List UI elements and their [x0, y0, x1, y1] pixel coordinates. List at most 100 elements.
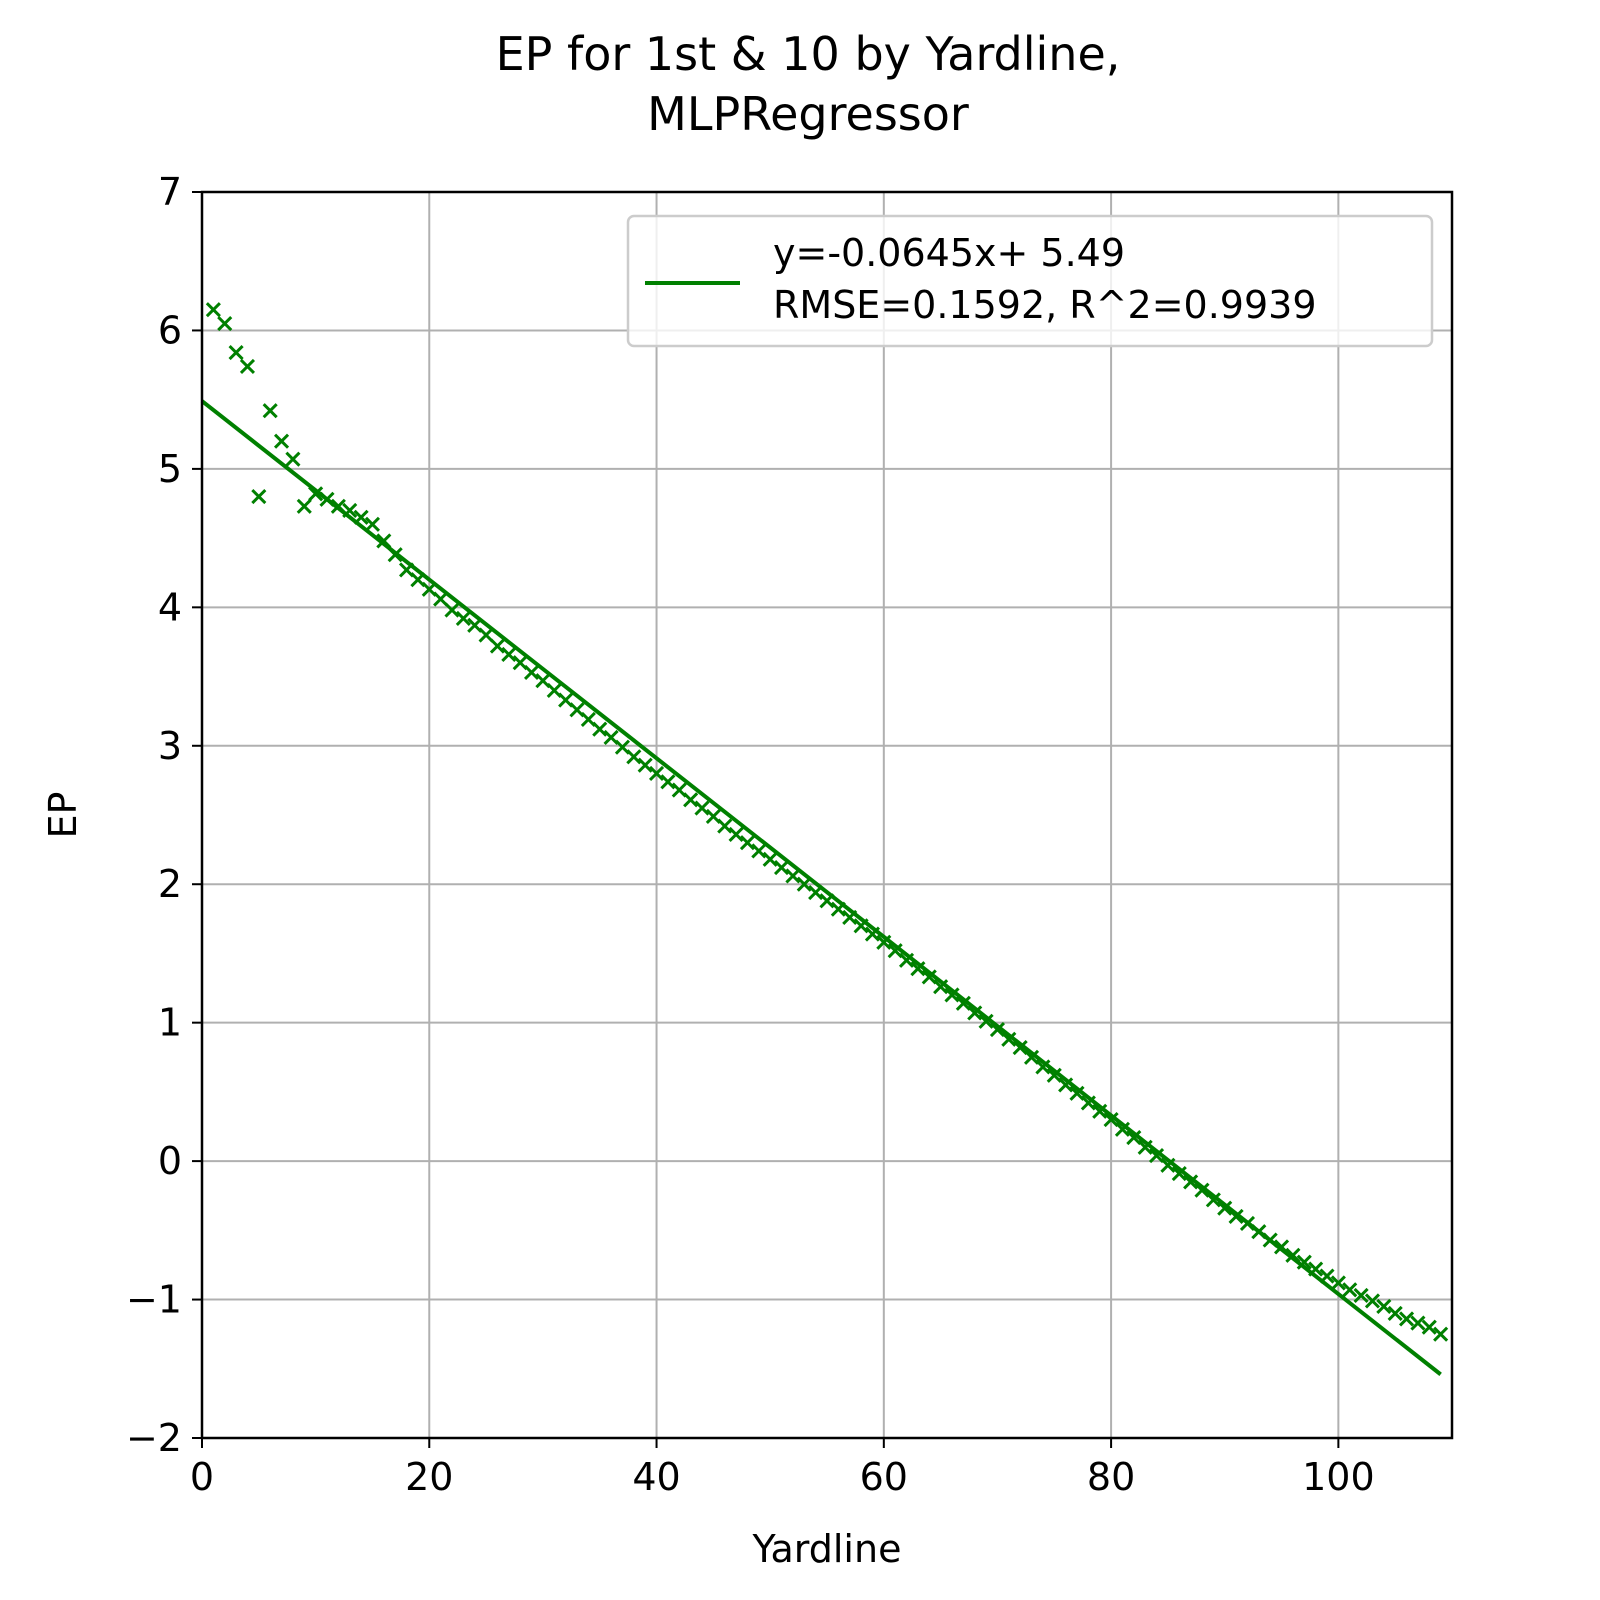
scatter-point	[717, 818, 733, 834]
scatter-point	[1217, 1200, 1233, 1216]
scatter-point	[933, 979, 949, 995]
y-axis-label: EP	[41, 792, 85, 839]
scatter-point	[1342, 1282, 1358, 1298]
scatter-point	[1319, 1268, 1335, 1284]
scatter-point	[967, 1005, 983, 1021]
scatter-point	[1001, 1031, 1017, 1047]
scatter-point	[648, 765, 665, 782]
scatter-point	[808, 884, 824, 901]
scatter-point	[364, 516, 381, 532]
scatter-point	[308, 486, 324, 502]
y-tick-label: 0	[158, 1139, 182, 1183]
x-tick-label: 60	[860, 1455, 908, 1499]
scatter-point	[728, 826, 744, 842]
legend: y=-0.0645x+ 5.49 RMSE=0.1592, R^2=0.9939	[626, 214, 1434, 348]
y-tick-label: −1	[126, 1278, 182, 1322]
scatter-point	[228, 345, 244, 361]
legend-label-line-2: RMSE=0.1592, R^2=0.9939	[773, 283, 1317, 327]
scatter-point	[205, 302, 221, 318]
scatter-point	[523, 664, 540, 680]
x-axis-label: Yardline	[752, 1527, 902, 1571]
scatter-point	[1330, 1275, 1346, 1291]
scatter-point	[739, 835, 756, 851]
y-tick-label: 1	[158, 1001, 182, 1045]
scatter-point	[217, 315, 233, 332]
scatter-point	[285, 451, 301, 467]
scatter-point	[898, 952, 915, 968]
scatter-point	[1398, 1311, 1415, 1327]
scatter-point	[478, 627, 494, 643]
scatter-point	[1387, 1305, 1403, 1321]
x-tick-label: 40	[632, 1455, 680, 1499]
y-axis-ticks: −2 −1 0 1 2 3 4 5 6 7	[126, 170, 202, 1460]
scatter-point	[1262, 1232, 1278, 1248]
scatter-point	[944, 987, 960, 1003]
plot-area-frame	[200, 190, 1454, 1440]
scatter-point	[864, 926, 881, 942]
x-tick-label: 80	[1087, 1455, 1135, 1499]
scatter-point	[1421, 1319, 1437, 1335]
chart-title-line-1: EP for 1st & 10 by Yardline,	[496, 27, 1121, 81]
scatter-point	[433, 591, 449, 607]
scatter-point	[1080, 1095, 1096, 1111]
scatter-point	[330, 498, 346, 514]
scatter-point	[1058, 1077, 1074, 1093]
x-tick-label: 100	[1302, 1455, 1375, 1499]
scatter-point	[1308, 1261, 1324, 1277]
scatter-point	[239, 358, 256, 375]
scatter-point	[842, 909, 858, 926]
scatter-point	[592, 721, 608, 737]
scatter-point	[1364, 1293, 1381, 1309]
scatter-point	[376, 533, 392, 549]
x-tick-label: 20	[405, 1455, 453, 1499]
legend-label-line-1: y=-0.0645x+ 5.49	[773, 231, 1125, 275]
scatter-point	[319, 491, 335, 507]
scatter-point	[773, 860, 790, 876]
scatter-point	[796, 876, 812, 892]
legend-box	[626, 214, 1434, 348]
scatter-point	[1160, 1157, 1176, 1173]
scatter-point	[251, 489, 267, 505]
scatter-point	[342, 502, 358, 518]
scatter-point	[1092, 1103, 1108, 1119]
scatter-point	[489, 638, 506, 654]
scatter-point	[660, 774, 676, 790]
scatter-point	[1353, 1287, 1369, 1303]
scatter-point	[1137, 1139, 1153, 1155]
scatter-point	[501, 646, 517, 662]
y-tick-label: −2	[126, 1416, 182, 1460]
scatter-point	[455, 610, 471, 626]
scatter-point	[1228, 1208, 1244, 1225]
scatter-point	[785, 868, 801, 884]
scatter-point	[273, 433, 290, 449]
scatter-point	[694, 800, 710, 816]
scatter-point	[1285, 1247, 1301, 1263]
scatter-points	[205, 302, 1449, 1342]
scatter-point	[978, 1013, 994, 1029]
scatter-point	[762, 851, 778, 867]
scatter-point	[1296, 1254, 1312, 1270]
scatter-point	[683, 792, 699, 808]
scatter-point	[1114, 1121, 1131, 1137]
scatter-point	[1035, 1059, 1051, 1075]
x-tick-label: 0	[190, 1455, 214, 1499]
y-tick-label: 6	[158, 308, 182, 352]
y-tick-label: 3	[158, 724, 182, 768]
scatter-point	[830, 901, 846, 917]
scatter-point	[1251, 1224, 1267, 1240]
scatter-point	[637, 757, 653, 773]
y-tick-label: 4	[158, 585, 182, 629]
scatter-point	[910, 961, 926, 977]
scatter-point	[296, 498, 312, 514]
scatter-point	[1273, 1239, 1290, 1255]
scatter-point	[819, 893, 835, 909]
y-tick-label: 2	[158, 862, 182, 906]
chart-title-line-2: MLPRegressor	[647, 87, 969, 141]
y-tick-label: 7	[158, 170, 182, 214]
scatter-point	[751, 843, 767, 859]
chart-title: EP for 1st & 10 by Yardline, MLPRegresso…	[496, 27, 1121, 141]
scatter-point	[853, 918, 869, 934]
scatter-point	[1376, 1298, 1392, 1315]
grid	[201, 191, 1452, 1439]
